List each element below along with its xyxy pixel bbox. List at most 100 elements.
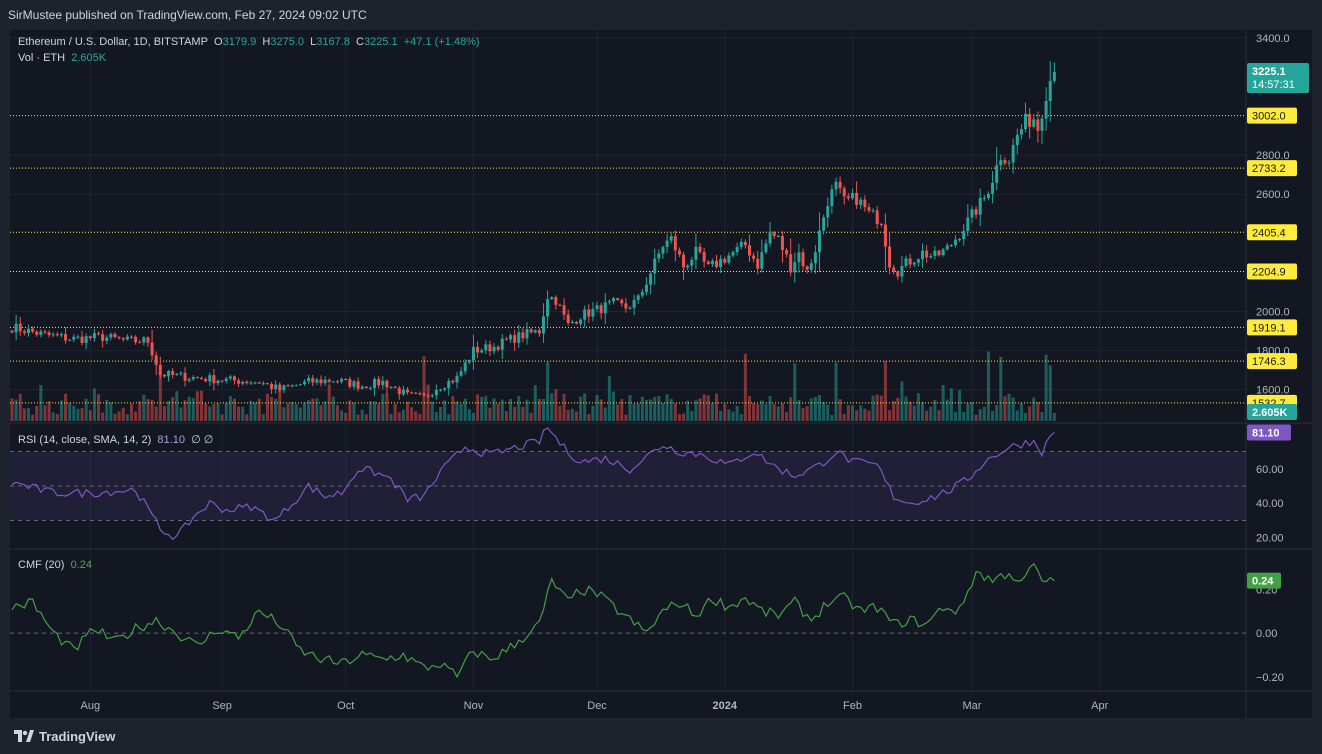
volume-bar — [665, 394, 669, 421]
cmf-label[interactable]: CMF (20) — [18, 559, 65, 571]
candle-body — [912, 262, 916, 265]
candle-body — [892, 267, 896, 272]
candle-body — [1015, 134, 1019, 146]
candle-body — [830, 189, 834, 207]
candle-body — [690, 259, 694, 266]
candle-body — [43, 331, 47, 333]
candle-body — [113, 333, 117, 337]
candle-body — [303, 381, 307, 385]
volume-bar — [76, 408, 80, 421]
volume-bar — [822, 401, 826, 421]
candle-body — [661, 246, 665, 254]
candle-body — [393, 386, 397, 388]
volume-bar — [986, 351, 990, 421]
candle-body — [270, 384, 274, 389]
candle-body — [698, 246, 702, 252]
volume-bar — [620, 399, 624, 421]
volume-bar — [129, 403, 133, 421]
candle-body — [18, 323, 22, 332]
candle-body — [574, 321, 578, 324]
volume-bar — [220, 414, 224, 421]
volume-bar — [84, 398, 88, 421]
volume-bar — [546, 362, 550, 421]
volume-bar — [896, 397, 900, 421]
volume-bar — [393, 403, 397, 421]
candle-body — [579, 319, 583, 324]
volume-bar — [739, 414, 743, 421]
candle-body — [443, 388, 447, 390]
chart-frame[interactable]: Aug Sep Oct Nov Dec 2024 Feb Mar Apr 1600.0 1800.0… — [10, 30, 1312, 718]
volume-bar — [904, 396, 908, 421]
tradingview-brand[interactable]: TradingView — [39, 728, 116, 744]
volume-bar — [900, 381, 904, 421]
volume-bar — [509, 398, 513, 421]
candle-body — [587, 309, 591, 317]
volume-bar — [438, 407, 442, 421]
candle-body — [1019, 129, 1023, 135]
candle-body — [760, 252, 764, 269]
volume-bar — [756, 404, 760, 421]
x-tick-apr: Apr — [1091, 700, 1108, 712]
volume-bar — [764, 404, 768, 421]
candle-body — [1028, 113, 1032, 127]
candle-body — [237, 380, 241, 384]
volume-label[interactable]: Vol · ETH — [18, 52, 66, 64]
candle-body — [447, 380, 451, 389]
candle-body — [978, 198, 982, 215]
volume-bar — [212, 404, 216, 421]
volume-bar — [92, 388, 96, 421]
candle-body — [809, 263, 813, 270]
candle-body — [591, 308, 595, 317]
volume-bar — [916, 393, 920, 421]
rsi-line — [11, 427, 1055, 541]
candle-body — [183, 372, 187, 381]
volume-bar — [801, 407, 805, 421]
volume-bar — [958, 389, 962, 421]
volume-bar — [154, 406, 158, 421]
rsi-tick-label: 60.00 — [1256, 464, 1284, 476]
volume-bar — [706, 395, 710, 421]
volume-bar — [480, 396, 484, 421]
chart-canvas[interactable]: Aug Sep Oct Nov Dec 2024 Feb Mar Apr1600.01800.0… — [10, 30, 1312, 718]
candle-body — [686, 265, 690, 268]
tradingview-logo-icon[interactable] — [14, 730, 34, 742]
volume-bar — [245, 414, 249, 421]
volume-bar — [850, 405, 854, 421]
candle-body — [51, 334, 55, 336]
volume-bar — [360, 409, 364, 421]
volume-bar — [921, 401, 925, 421]
candle-body — [171, 370, 175, 375]
candle-body — [471, 346, 475, 361]
candle-body — [364, 386, 368, 389]
volume-bar — [459, 403, 463, 421]
candle-body — [583, 309, 587, 320]
volume-bar — [953, 412, 957, 421]
level-label: 1746.3 — [1252, 356, 1286, 368]
volume-bar — [612, 391, 616, 421]
volume-bar — [813, 396, 817, 421]
volume-bar — [35, 405, 39, 421]
x-tick-dec: Dec — [587, 700, 607, 712]
countdown-value: 14:57:31 — [1252, 79, 1295, 91]
volume-bar — [793, 363, 797, 421]
symbol-title[interactable]: Ethereum / U.S. Dollar, 1D, BITSTAMP — [18, 36, 208, 48]
volume-bar — [298, 407, 302, 421]
level-label: 2405.4 — [1252, 227, 1286, 239]
candle-body — [195, 377, 199, 379]
candle-body — [47, 332, 51, 336]
candle-body — [694, 246, 698, 260]
volume-bar — [224, 402, 228, 421]
volume-bar — [1052, 413, 1056, 421]
volume-bar — [208, 406, 212, 421]
candle-body — [566, 314, 570, 323]
candle-body — [31, 328, 35, 332]
volume-bar — [426, 384, 430, 421]
level-label-bg — [1247, 353, 1297, 370]
change-value: +47.1 (+1.48%) — [403, 36, 480, 48]
volume-bar — [68, 402, 72, 421]
rsi-label[interactable]: RSI (14, close, SMA, 14, 2) — [18, 434, 152, 446]
price-tick-label: 2000.0 — [1256, 307, 1290, 319]
volume-bar — [908, 401, 912, 421]
volume-bar — [521, 407, 525, 421]
cmf-tick-label: 0.00 — [1256, 628, 1277, 640]
